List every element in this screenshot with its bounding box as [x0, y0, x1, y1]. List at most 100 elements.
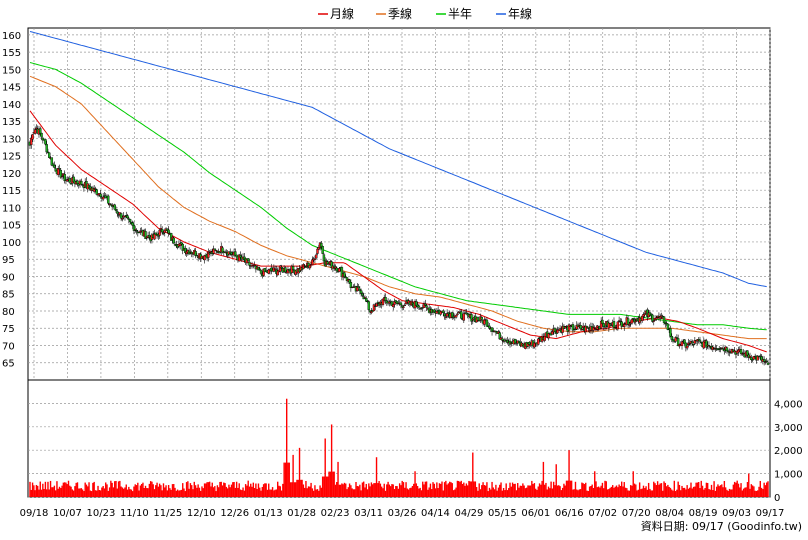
volume-bar — [667, 484, 669, 497]
candle-body — [674, 337, 677, 342]
volume-bar — [126, 489, 129, 497]
volume-bar — [642, 485, 645, 497]
volume-bar — [436, 482, 438, 497]
candle-body — [616, 321, 620, 330]
volume-bar — [167, 485, 170, 497]
date-tick-label: 05/15 — [488, 508, 517, 519]
volume-bar — [225, 486, 228, 497]
volume-bar — [461, 483, 464, 497]
volume-bar — [654, 483, 656, 497]
volume-bar — [284, 462, 287, 497]
chart-legend: 月線 季線 半年 年線 — [318, 6, 532, 21]
volume-bar — [237, 487, 239, 497]
candle-body — [114, 209, 118, 211]
volume-bar — [347, 487, 350, 497]
volume-bar — [364, 487, 366, 497]
volume-bar — [178, 490, 180, 497]
volume-bar — [93, 481, 95, 497]
volume-bar — [133, 486, 135, 497]
volume-bar — [672, 490, 674, 497]
price-tick-label: 95 — [2, 255, 15, 266]
candle-body — [399, 302, 403, 306]
volume-bar — [125, 484, 127, 497]
volume-bar — [297, 479, 299, 497]
candle-body — [628, 324, 631, 326]
candle-body — [343, 272, 346, 278]
volume-bar — [524, 488, 527, 497]
candle-body — [370, 311, 373, 314]
volume-bar — [556, 485, 559, 497]
ma-half-line — [29, 62, 767, 331]
volume-bar — [509, 482, 511, 497]
volume-bar — [581, 482, 583, 497]
candle-body — [599, 320, 603, 329]
candle-body — [356, 286, 359, 292]
candle-body — [602, 323, 605, 327]
volume-bar — [309, 486, 311, 497]
volume-bar — [279, 486, 281, 497]
candle-body — [131, 222, 134, 226]
volume-bar — [451, 483, 453, 497]
volume-bar — [278, 485, 280, 497]
candle-body — [153, 233, 156, 240]
volume-bar — [434, 488, 437, 497]
date-tick-label: 12/10 — [187, 508, 216, 519]
volume-bar — [674, 491, 677, 497]
volume-bar — [409, 488, 411, 497]
volume-bar — [750, 484, 753, 497]
volume-bar — [491, 481, 493, 497]
volume-bar — [705, 482, 708, 497]
volume-bar — [710, 484, 713, 497]
volume-bar — [342, 484, 344, 497]
volume-bar — [307, 486, 310, 497]
volume-bar — [487, 491, 489, 497]
volume-bar — [739, 487, 741, 497]
volume-bar — [120, 486, 122, 497]
volume-bar — [546, 489, 548, 497]
volume-bar — [114, 481, 116, 497]
volume-bar — [246, 485, 248, 497]
volume-bar — [226, 488, 229, 497]
candle-body — [585, 326, 589, 328]
volume-bar — [302, 484, 305, 497]
date-tick-label: 11/10 — [120, 508, 149, 519]
volume-bar — [479, 489, 482, 497]
volume-bar — [767, 481, 769, 497]
volume-bar — [427, 489, 429, 497]
volume-bar — [559, 486, 561, 497]
volume-bar — [736, 480, 738, 497]
volume-bar — [433, 483, 435, 497]
volume-bar — [753, 486, 755, 497]
volume-bar — [460, 480, 462, 497]
volume-bar — [377, 483, 379, 497]
volume-bar — [745, 487, 747, 497]
volume-bar — [443, 482, 446, 497]
date-tick-label: 03/11 — [354, 508, 383, 519]
volume-bar — [30, 489, 32, 497]
volume-bar — [384, 490, 387, 497]
volume-bar — [483, 485, 486, 497]
candle-body — [68, 177, 71, 183]
volume-bar — [570, 480, 573, 497]
candle-body — [60, 175, 64, 178]
candle-body — [676, 338, 680, 347]
candle-body — [40, 132, 43, 138]
volume-bar — [333, 471, 335, 497]
volume-bar — [170, 489, 172, 497]
volume-bar — [603, 488, 605, 497]
date-tick-label: 09/17 — [756, 508, 785, 519]
candle-body — [234, 251, 237, 256]
volume-bar — [205, 483, 207, 497]
volume-bar — [53, 485, 56, 497]
candle-body — [320, 242, 323, 248]
candle-body — [402, 306, 405, 308]
volume-bar — [319, 485, 321, 497]
volume-bar — [124, 487, 126, 497]
ma-month-line — [29, 110, 767, 353]
candle-body — [99, 193, 102, 197]
volume-bar — [251, 486, 253, 497]
volume-bar — [396, 486, 398, 497]
volume-bar — [508, 488, 510, 497]
candle-body — [167, 229, 170, 234]
